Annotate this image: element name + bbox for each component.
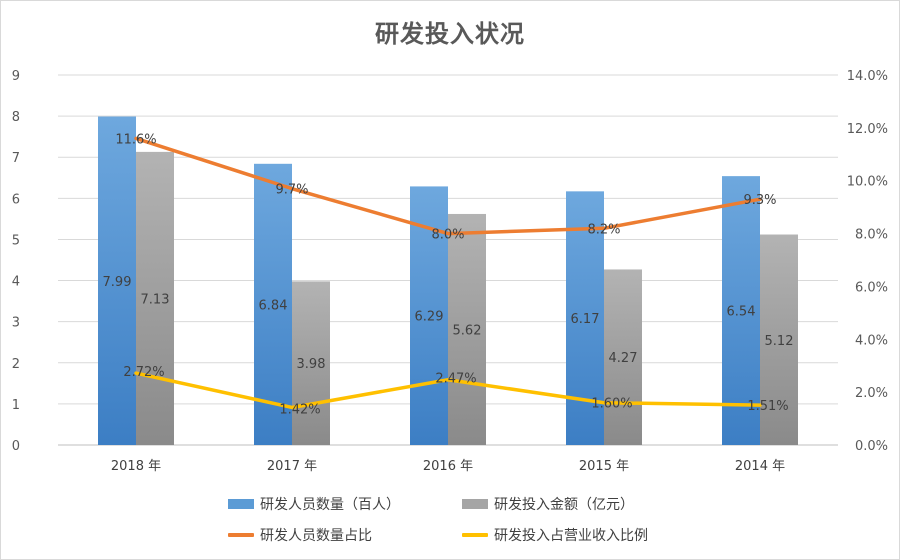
y-left-tick-label: 5 xyxy=(12,233,20,248)
x-tick-label: 2018 年 xyxy=(111,459,161,474)
y-left-tick-label: 2 xyxy=(12,357,20,372)
x-tick-label: 2016 年 xyxy=(423,459,473,474)
legend-label-staff-ratio: 研发人员数量占比 xyxy=(260,528,372,544)
bar-data-label: 6.54 xyxy=(727,305,756,320)
line-staff-ratio xyxy=(134,136,762,236)
y-left-tick-label: 7 xyxy=(12,151,20,166)
y-left-tick-label: 6 xyxy=(12,192,20,207)
legend-label-revenue-ratio: 研发投入占营业收入比例 xyxy=(494,528,648,544)
bar-data-label: 5.62 xyxy=(453,323,482,338)
legend-item-staff-count: 研发人员数量（百人） xyxy=(228,495,400,513)
y-right-tick-label: 10.0% xyxy=(847,175,888,190)
bar-investment-amount xyxy=(604,269,642,445)
x-tick-label: 2015 年 xyxy=(579,459,629,474)
line-data-label: 8.2% xyxy=(587,222,620,237)
line-data-label: 1.60% xyxy=(591,397,632,412)
bar-data-label: 6.84 xyxy=(259,298,288,313)
bar-data-label: 4.27 xyxy=(609,351,638,366)
y-right-tick-label: 6.0% xyxy=(855,280,888,295)
bar-data-label: 6.29 xyxy=(415,310,444,325)
legend-item-staff-ratio: 研发人员数量占比 xyxy=(228,526,372,544)
y-left-tick-label: 3 xyxy=(12,316,20,331)
line-data-label: 1.42% xyxy=(279,402,320,417)
y-left-tick-label: 8 xyxy=(12,110,20,125)
y-left-tick-label: 4 xyxy=(12,275,20,290)
bar-data-label: 7.13 xyxy=(141,292,170,307)
y-right-tick-label: 2.0% xyxy=(855,386,888,401)
y-left-tick-label: 0 xyxy=(12,439,20,454)
bar-staff-count xyxy=(254,163,292,446)
bar-data-label: 6.17 xyxy=(571,312,600,327)
legend-swatch-investment-amount xyxy=(462,499,488,509)
bar-staff-count xyxy=(98,116,136,446)
line-data-label: 2.72% xyxy=(123,365,164,380)
y-right-tick-label: 0.0% xyxy=(855,439,888,454)
y-left-tick-label: 1 xyxy=(12,398,20,413)
x-tick-label: 2014 年 xyxy=(735,459,785,474)
y-right-tick-label: 8.0% xyxy=(855,228,888,243)
legend-label-staff-count: 研发人员数量（百人） xyxy=(260,497,400,513)
bar-staff-count xyxy=(722,176,760,445)
x-tick-label: 2017 年 xyxy=(267,459,317,474)
bar-investment-amount xyxy=(448,213,486,445)
line-data-label: 8.0% xyxy=(431,228,464,243)
line-data-label: 11.6% xyxy=(115,132,156,147)
bar-investment-amount xyxy=(760,234,798,445)
bar-data-label: 5.12 xyxy=(765,334,794,349)
legend-label-investment-amount: 研发投入金额（亿元） xyxy=(494,497,634,513)
bar-investment-amount xyxy=(292,281,330,445)
y-right-tick-label: 4.0% xyxy=(855,333,888,348)
bar-investment-amount xyxy=(136,151,174,445)
y-left-tick-label: 9 xyxy=(12,69,20,84)
legend-swatch-staff-count xyxy=(228,499,254,509)
line-revenue-ratio xyxy=(134,371,762,410)
y-right-tick-label: 14.0% xyxy=(847,69,888,84)
bar-data-label: 3.98 xyxy=(297,357,326,372)
y-right-tick-label: 12.0% xyxy=(847,122,888,137)
legend-swatch-staff-ratio xyxy=(228,533,254,537)
line-data-label: 2.47% xyxy=(435,372,476,387)
line-data-label: 9.7% xyxy=(275,183,308,198)
chart-title: 研发投入状况 xyxy=(375,20,525,48)
legend-swatch-revenue-ratio xyxy=(462,533,488,537)
legend-item-investment-amount: 研发投入金额（亿元） xyxy=(462,495,634,513)
bar-data-label: 7.99 xyxy=(103,275,132,290)
line-data-label: 1.51% xyxy=(747,399,788,414)
legend-item-revenue-ratio: 研发投入占营业收入比例 xyxy=(462,526,648,544)
line-data-label: 9.3% xyxy=(743,193,776,208)
